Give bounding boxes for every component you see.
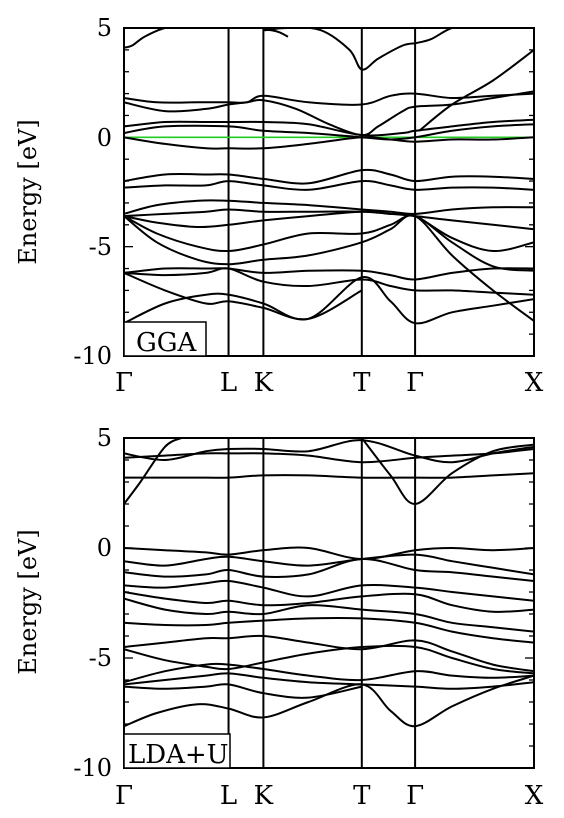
band-line-7 — [124, 118, 534, 137]
plot-frame — [123, 27, 535, 357]
band-line-10 — [124, 168, 534, 185]
band-line-14 — [124, 662, 534, 684]
kpoint-label: Γ — [115, 781, 133, 811]
band-line-15 — [124, 214, 534, 272]
band-lines — [124, 438, 534, 728]
band-line-15 — [124, 672, 534, 690]
kpoint-label: Γ — [115, 368, 133, 398]
panel-label: GGA — [136, 328, 198, 358]
band-line-1 — [124, 472, 534, 479]
kpoint-label: T — [353, 781, 371, 811]
y-axis-label: Energy [eV] — [14, 529, 42, 674]
band-line-9 — [124, 591, 534, 613]
band-line-7 — [124, 557, 534, 582]
band-line-12 — [124, 199, 534, 215]
kpoint-label: X — [525, 368, 544, 398]
panel-label-box — [123, 733, 231, 769]
y-tick-label-minus10: -10 — [73, 754, 112, 782]
band-line-3 — [263, 29, 289, 38]
kpoint-label: T — [353, 368, 371, 398]
band-line-0 — [124, 438, 182, 505]
band-line-5 — [124, 546, 534, 561]
band-line-6 — [124, 90, 534, 137]
kpoint-label: K — [254, 781, 274, 811]
band-line-10 — [124, 597, 534, 633]
band-line-8 — [124, 579, 534, 602]
kpoint-label: X — [525, 781, 544, 811]
kpoint-label: L — [220, 368, 237, 398]
kpoint-label: L — [220, 781, 237, 811]
band-line-14 — [124, 210, 534, 253]
panel-label: LDA+U — [128, 740, 229, 770]
band-line-2 — [414, 28, 473, 45]
band-line-6 — [124, 553, 534, 576]
y-tick-label-minus5: -5 — [89, 233, 112, 261]
plot-frame — [123, 437, 535, 769]
kpoint-label: Γ — [406, 368, 424, 398]
band-line-0 — [124, 28, 182, 49]
band-line-11 — [124, 179, 534, 191]
band-line-11 — [124, 616, 534, 644]
band-line-16 — [124, 674, 534, 728]
band-line-9 — [124, 136, 534, 150]
y-tick-label-0: 0 — [97, 534, 112, 562]
band-line-16 — [124, 214, 534, 322]
band-line-4 — [361, 438, 534, 506]
band-line-20 — [124, 271, 363, 321]
band-line-13 — [124, 644, 534, 675]
y-tick-label-5: 5 — [97, 424, 112, 452]
y-tick-label-minus10: -10 — [73, 342, 112, 370]
band-line-17 — [124, 267, 534, 281]
band-line-4 — [418, 49, 534, 132]
band-line-17 — [124, 683, 362, 699]
kpoint-lines — [227, 438, 417, 768]
band-line-19 — [124, 276, 534, 325]
y-tick-label-0: 0 — [97, 124, 112, 152]
y-axis-label: Energy [eV] — [14, 119, 42, 264]
kpoint-label: K — [254, 368, 274, 398]
y-tick-label-5: 5 — [97, 14, 112, 42]
y-minor-ticks — [124, 459, 534, 747]
band-line-18 — [124, 267, 534, 296]
band-line-13 — [124, 208, 534, 231]
band-line-3 — [124, 439, 534, 464]
band-line-1 — [263, 28, 416, 71]
kpoint-label: Γ — [406, 781, 424, 811]
band-lines — [124, 28, 534, 325]
panel-label-box — [123, 321, 207, 357]
y-tick-label-minus5: -5 — [89, 644, 112, 672]
band-line-12 — [124, 634, 534, 673]
band-line-5 — [124, 92, 534, 106]
